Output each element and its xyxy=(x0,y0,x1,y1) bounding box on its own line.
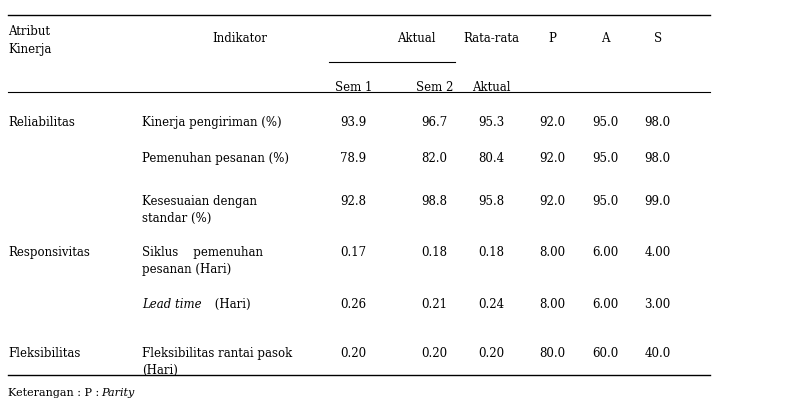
Text: 96.7: 96.7 xyxy=(421,115,447,128)
Text: 60.0: 60.0 xyxy=(591,346,617,359)
Text: 0.20: 0.20 xyxy=(421,346,447,359)
Text: Rata-rata: Rata-rata xyxy=(463,32,518,45)
Text: 98.8: 98.8 xyxy=(421,194,447,207)
Text: 0.18: 0.18 xyxy=(478,245,504,258)
Text: (Hari): (Hari) xyxy=(211,298,251,311)
Text: 80.0: 80.0 xyxy=(539,346,564,359)
Text: 95.8: 95.8 xyxy=(478,194,504,207)
Text: 82.0: 82.0 xyxy=(421,152,447,165)
Text: 0.20: 0.20 xyxy=(478,346,504,359)
Text: Keterangan : P :: Keterangan : P : xyxy=(8,387,103,397)
Text: Lead time: Lead time xyxy=(142,298,201,311)
Text: 0.26: 0.26 xyxy=(340,298,366,311)
Text: Pemenuhan pesanan (%): Pemenuhan pesanan (%) xyxy=(142,152,289,165)
Text: 93.9: 93.9 xyxy=(340,115,366,128)
Text: 0.21: 0.21 xyxy=(421,298,447,311)
Text: 98.0: 98.0 xyxy=(644,115,670,128)
Text: 40.0: 40.0 xyxy=(644,346,670,359)
Text: Siklus    pemenuhan
pesanan (Hari): Siklus pemenuhan pesanan (Hari) xyxy=(142,245,263,275)
Text: 92.8: 92.8 xyxy=(340,194,366,207)
Text: Aktual: Aktual xyxy=(397,32,435,45)
Text: Parity: Parity xyxy=(101,387,135,397)
Text: 95.0: 95.0 xyxy=(591,194,617,207)
Text: P: P xyxy=(547,32,556,45)
Text: Fleksibilitas rantai pasok
(Hari): Fleksibilitas rantai pasok (Hari) xyxy=(142,346,292,376)
Text: 8.00: 8.00 xyxy=(539,298,564,311)
Text: Aktual: Aktual xyxy=(471,81,510,94)
Text: 3.00: 3.00 xyxy=(644,298,670,311)
Text: 8.00: 8.00 xyxy=(539,245,564,258)
Text: Indikator: Indikator xyxy=(212,32,267,45)
Text: 92.0: 92.0 xyxy=(539,115,564,128)
Text: 0.18: 0.18 xyxy=(421,245,447,258)
Text: 0.24: 0.24 xyxy=(478,298,504,311)
Text: 92.0: 92.0 xyxy=(539,152,564,165)
Text: Reliabilitas: Reliabilitas xyxy=(8,115,75,128)
Text: Sem 1: Sem 1 xyxy=(334,81,371,94)
Text: 0.17: 0.17 xyxy=(340,245,366,258)
Text: 92.0: 92.0 xyxy=(539,194,564,207)
Text: 78.9: 78.9 xyxy=(340,152,366,165)
Text: 6.00: 6.00 xyxy=(591,298,617,311)
Text: Kinerja pengiriman (%): Kinerja pengiriman (%) xyxy=(142,115,281,128)
Text: Atribut
Kinerja: Atribut Kinerja xyxy=(8,25,51,56)
Text: Kesesuaian dengan
standar (%): Kesesuaian dengan standar (%) xyxy=(142,194,257,224)
Text: 99.0: 99.0 xyxy=(644,194,670,207)
Text: S: S xyxy=(653,32,661,45)
Text: 6.00: 6.00 xyxy=(591,245,617,258)
Text: 80.4: 80.4 xyxy=(478,152,504,165)
Text: Sem 2: Sem 2 xyxy=(415,81,453,94)
Text: 95.3: 95.3 xyxy=(478,115,504,128)
Text: 4.00: 4.00 xyxy=(644,245,670,258)
Text: Fleksibilitas: Fleksibilitas xyxy=(8,346,80,359)
Text: 98.0: 98.0 xyxy=(644,152,670,165)
Text: 95.0: 95.0 xyxy=(591,152,617,165)
Text: 95.0: 95.0 xyxy=(591,115,617,128)
Text: 0.20: 0.20 xyxy=(340,346,366,359)
Text: A: A xyxy=(600,32,608,45)
Text: Responsivitas: Responsivitas xyxy=(8,245,90,258)
